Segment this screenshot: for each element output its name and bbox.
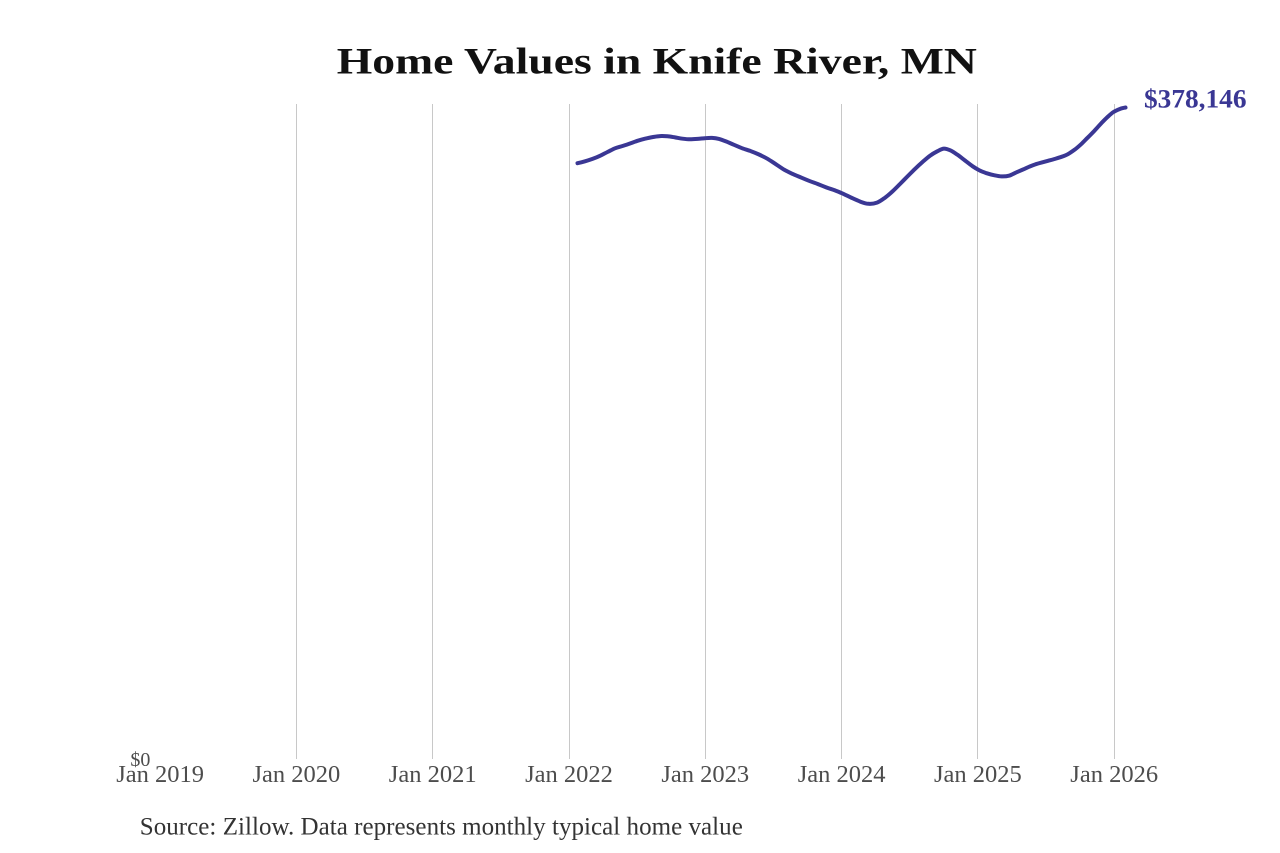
svg-text:Source: Zillow. Data represent: Source: Zillow. Data represents monthly … — [140, 814, 743, 841]
svg-text:Jan 2023: Jan 2023 — [661, 761, 749, 788]
svg-text:Jan 2025: Jan 2025 — [934, 761, 1022, 788]
svg-text:Jan 2026: Jan 2026 — [1070, 761, 1158, 788]
svg-text:Home Values in Knife River, MN: Home Values in Knife River, MN — [337, 42, 977, 83]
svg-text:Jan 2020: Jan 2020 — [253, 761, 341, 788]
svg-text:Jan 2021: Jan 2021 — [389, 761, 477, 788]
svg-text:$378,146: $378,146 — [1144, 85, 1247, 114]
svg-text:$0: $0 — [130, 749, 150, 771]
svg-text:Jan 2024: Jan 2024 — [798, 761, 886, 788]
svg-text:Jan 2022: Jan 2022 — [525, 761, 613, 788]
svg-text:Jan 2019: Jan 2019 — [116, 761, 204, 788]
